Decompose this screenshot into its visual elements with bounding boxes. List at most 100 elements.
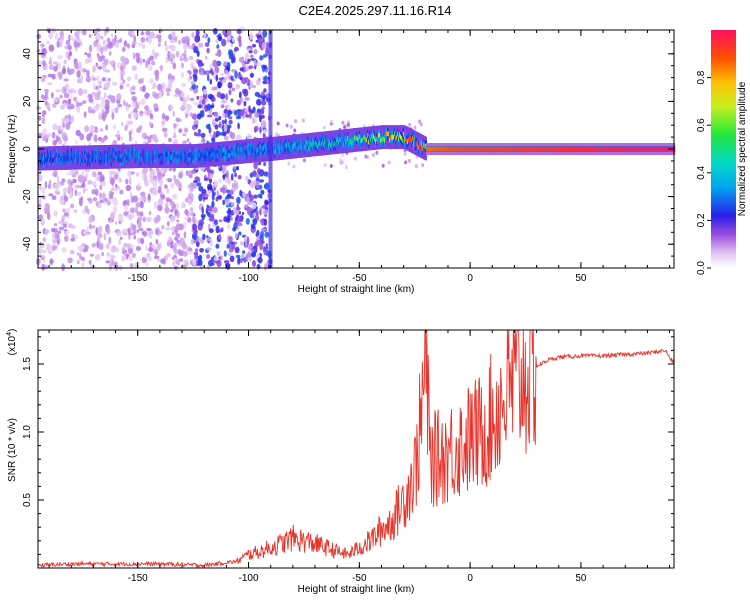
heatmap-speckle [58, 226, 65, 231]
heatmap-speckle [173, 139, 178, 146]
heatmap-speckle [222, 164, 227, 172]
heatmap-speckle [56, 232, 60, 240]
heatmap-speckle [81, 262, 85, 268]
heatmap-speckle [253, 161, 258, 170]
heatmap-speckle [78, 245, 83, 254]
heatmap-speckle [243, 88, 249, 97]
heatmap-speckle [244, 241, 248, 248]
heatmap-speckle [61, 247, 67, 253]
spectrogram-x-label: Height of straight line (km) [298, 284, 415, 295]
heatmap-speckle [40, 53, 44, 59]
heatmap-speckle [223, 61, 228, 66]
heatmap-speckle [175, 223, 181, 231]
heatmap-speckle [144, 135, 149, 140]
heatmap-speckle [141, 173, 145, 179]
heatmap-speckle [276, 121, 280, 126]
heatmap-speckle [194, 34, 200, 43]
heatmap-speckle [228, 89, 231, 95]
heatmap-speckle [143, 110, 148, 115]
heatmap-speckle [322, 125, 326, 130]
heatmap-speckle [61, 88, 64, 93]
heatmap-speckle [131, 224, 137, 231]
heatmap-speckle [95, 201, 99, 207]
heatmap-speckle [404, 160, 408, 165]
heatmap-speckle [52, 123, 58, 131]
heatmap-speckle [167, 50, 171, 59]
snr-scale-exp: 4 [6, 332, 13, 336]
heatmap-speckle [127, 170, 132, 178]
heatmap-speckle [173, 174, 177, 181]
heatmap-speckle [113, 64, 116, 71]
heatmap-speckle [165, 226, 171, 231]
heatmap-speckle [216, 60, 222, 67]
heatmap-speckle [67, 55, 71, 61]
heatmap-speckle [230, 173, 234, 181]
heatmap-speckle [161, 82, 166, 90]
heatmap-speckle [263, 251, 267, 256]
heatmap-speckle [189, 211, 195, 217]
heatmap-speckle [61, 117, 65, 124]
heatmap-speckle [91, 181, 96, 186]
heatmap-speckle [207, 172, 210, 180]
heatmap-speckle [226, 35, 232, 41]
heatmap-speckle [51, 131, 56, 139]
heatmap-speckle [230, 57, 235, 64]
heatmap-speckle [150, 230, 154, 235]
heatmap-speckle [166, 188, 170, 194]
y-tick-label: 1.0 [22, 425, 33, 439]
heatmap-speckle [236, 196, 241, 204]
heatmap-speckle [183, 49, 187, 54]
colorbar-ticks: 0.0 0.2 0.4 0.6 0.8 [696, 70, 711, 275]
heatmap-speckle [48, 44, 55, 52]
heatmap-speckle [248, 65, 254, 69]
heatmap-speckle [57, 240, 60, 245]
heatmap-speckle [68, 51, 73, 57]
heatmap-speckle [230, 98, 234, 103]
heatmap-speckle [285, 123, 289, 128]
heatmap-speckle [217, 195, 222, 200]
heatmap-speckle [191, 32, 195, 38]
colorbar: 0.0 0.2 0.4 0.6 0.8 Normalized spectral ampl… [696, 30, 748, 275]
heatmap-speckle [244, 77, 249, 84]
heatmap-speckle [203, 31, 207, 39]
svg-text:(x104): (x104) [6, 329, 18, 356]
heatmap-speckle [125, 178, 129, 185]
heatmap-speckle [122, 99, 126, 107]
heatmap-speckle [172, 110, 175, 117]
heatmap-speckle [168, 137, 172, 143]
heatmap-speckle [149, 121, 152, 127]
heatmap-speckle [109, 253, 113, 261]
heatmap-speckle [160, 166, 166, 174]
heatmap-speckle [157, 258, 161, 262]
y-tick-label: 0.5 [22, 493, 33, 507]
heatmap-speckle [139, 211, 144, 217]
heatmap-speckle [174, 93, 180, 98]
heatmap-speckle [100, 101, 106, 109]
heatmap-speckle [169, 242, 174, 249]
heatmap-speckle [175, 123, 179, 126]
heatmap-speckle [189, 174, 193, 178]
heatmap-speckle [249, 111, 252, 119]
heatmap-speckle [227, 111, 231, 118]
heatmap-speckle [289, 124, 293, 129]
heatmap-speckle [250, 54, 254, 58]
heatmap-speckle [193, 101, 199, 106]
heatmap-speckle [121, 46, 126, 52]
heatmap-speckle [130, 111, 134, 115]
snr-scale-base: (x10 [7, 335, 18, 355]
heatmap-speckle [246, 197, 250, 203]
x-tick-label: -100 [239, 273, 259, 284]
heatmap-speckle [259, 206, 263, 211]
heatmap-speckle [108, 263, 112, 271]
heatmap-speckle [153, 216, 159, 224]
y-tick-label: 40 [22, 48, 33, 60]
heatmap-speckle [48, 193, 54, 197]
heatmap-speckle [202, 233, 206, 240]
heatmap-speckle [130, 136, 134, 140]
heatmap-speckle [100, 46, 104, 55]
spectrogram-heatmap [35, 26, 676, 272]
heatmap-speckle [142, 216, 147, 223]
heatmap-speckle [262, 29, 268, 38]
heatmap-speckle [199, 95, 203, 99]
heatmap-speckle [182, 133, 187, 137]
